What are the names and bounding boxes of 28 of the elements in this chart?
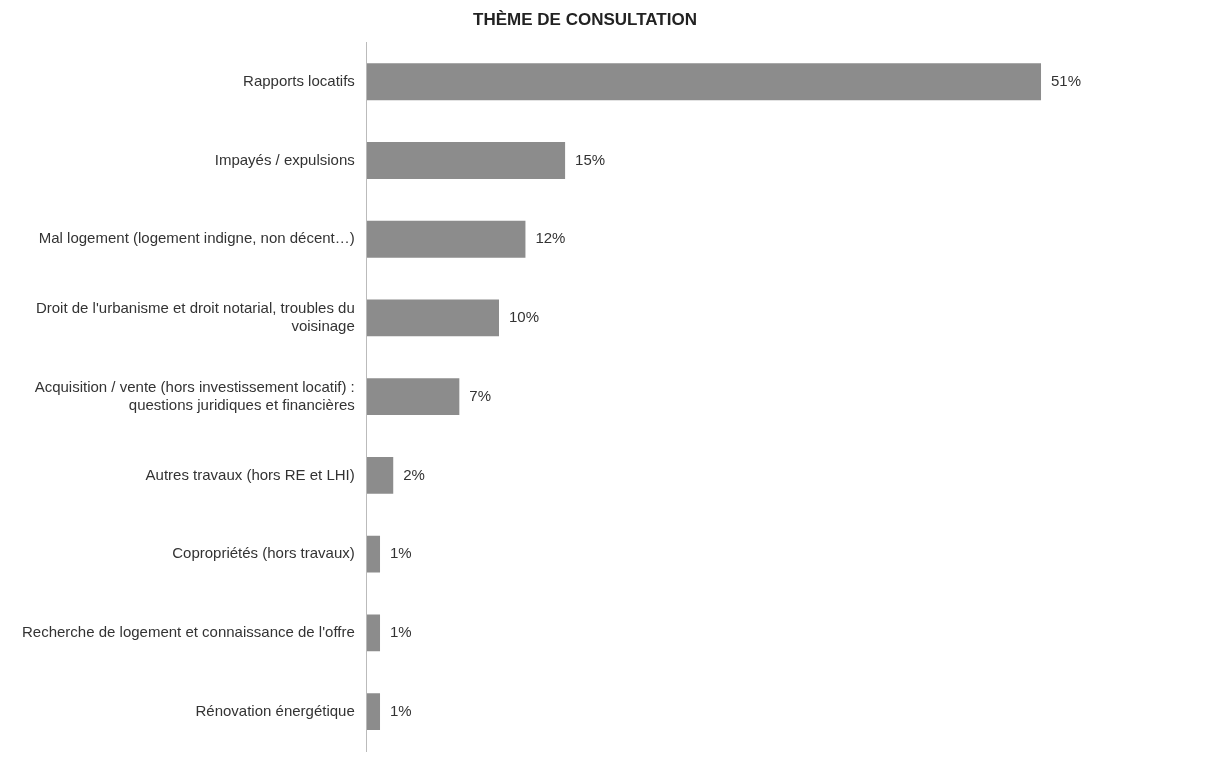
bar (366, 693, 381, 731)
y-tick-label: Acquisition / vente (hors investissement locatif) : questions juridiques et financières (34, 377, 355, 413)
bar (366, 299, 499, 337)
y-tick-label: Rénovation énergétique (195, 701, 355, 719)
bar (366, 535, 381, 573)
data-label: 1% (390, 544, 412, 562)
bar (366, 614, 381, 652)
data-label: 10% (509, 308, 540, 326)
data-label: 12% (535, 229, 566, 247)
bar (366, 378, 460, 416)
bar (366, 457, 394, 494)
data-label: 15% (575, 150, 606, 168)
y-tick-label: Impayés / expulsions (214, 150, 355, 168)
y-tick-label: Mal logement (logement indigne, non décent…) (38, 229, 355, 247)
bar (366, 142, 566, 179)
data-label: 51% (1051, 71, 1082, 89)
data-label: 1% (390, 623, 412, 641)
y-tick-label: Recherche de logement et connaissance de l'offre (21, 623, 355, 641)
y-tick-label: Rapports locatifs (243, 71, 355, 89)
bar (366, 220, 526, 258)
data-label: 2% (403, 465, 425, 483)
chart-title: THÈME DE CONSULTATION (473, 9, 697, 29)
data-label: 1% (390, 701, 412, 719)
data-label: 7% (469, 386, 492, 404)
y-tick-label: Copropriétés (hors travaux) (172, 544, 355, 562)
bar (366, 63, 1042, 101)
y-tick-label: Droit de l'urbanisme et droit notarial, troubles du voisinage (35, 299, 355, 335)
y-tick-label: Autres travaux (hors RE et LHI) (145, 465, 355, 483)
